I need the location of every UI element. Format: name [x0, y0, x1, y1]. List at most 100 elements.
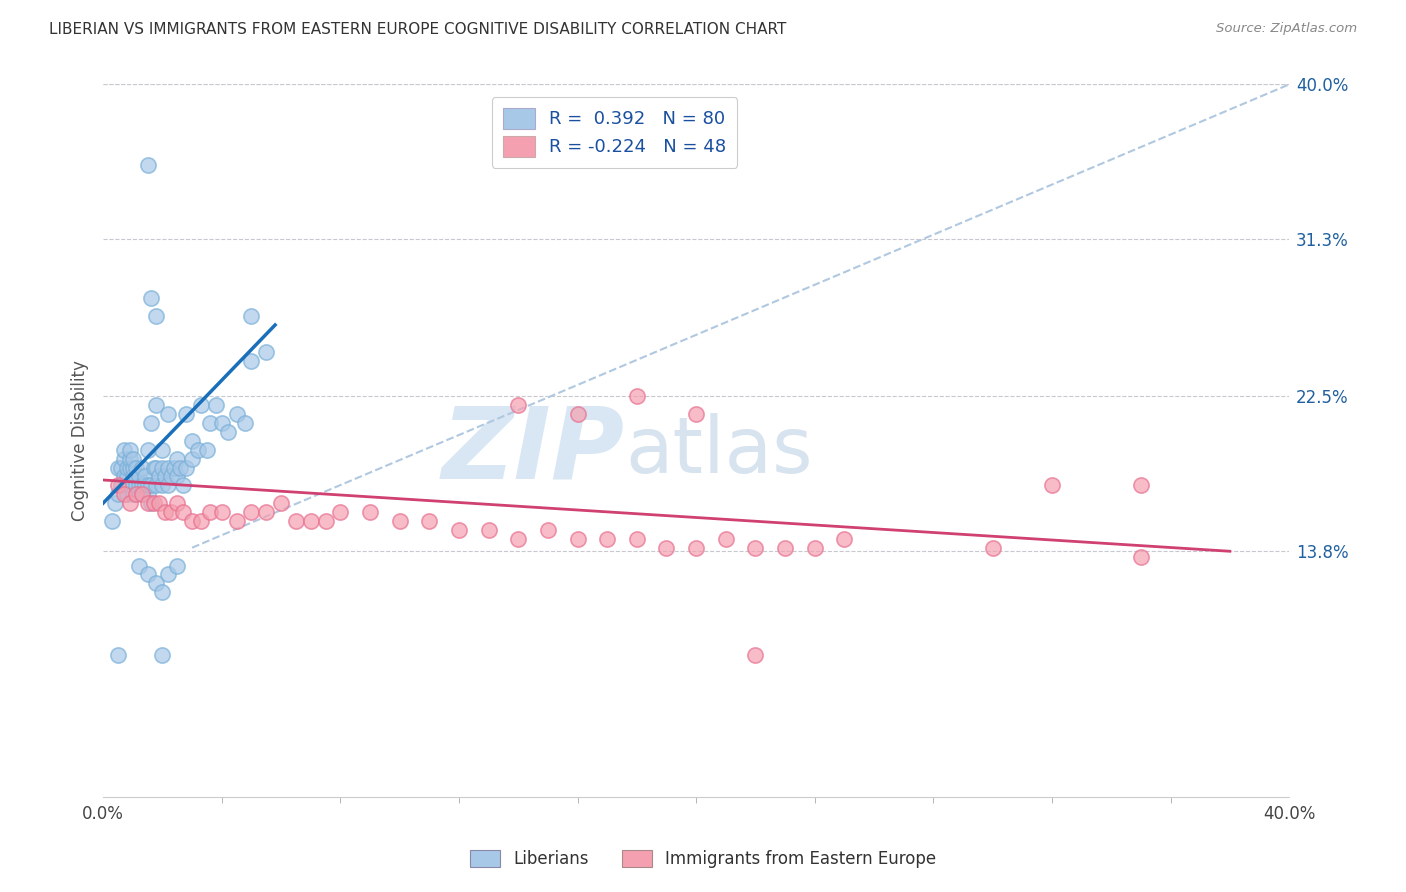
Point [190, 398, 212, 412]
Point [217, 425, 239, 439]
Legend: Liberians, Immigrants from Eastern Europe: Liberians, Immigrants from Eastern Europ… [463, 843, 943, 875]
Point [142, 460, 165, 475]
Point [240, 505, 263, 519]
Point [121, 460, 143, 475]
Point [1129, 478, 1152, 492]
Point [284, 514, 307, 528]
Point [240, 353, 263, 368]
Point [107, 487, 129, 501]
Point [152, 585, 174, 599]
Point [152, 648, 174, 662]
Point [1129, 549, 1152, 564]
Point [134, 469, 156, 483]
Point [112, 469, 135, 483]
Point [714, 532, 737, 546]
Point [125, 478, 148, 492]
Point [110, 478, 132, 492]
Point [181, 451, 204, 466]
Point [508, 398, 530, 412]
Point [315, 514, 337, 528]
Point [198, 416, 221, 430]
Point [254, 344, 277, 359]
Point [225, 407, 247, 421]
Point [118, 496, 141, 510]
Point [626, 389, 648, 403]
Point [773, 541, 796, 555]
Point [139, 291, 162, 305]
Point [107, 478, 129, 492]
Point [148, 496, 170, 510]
Point [166, 469, 188, 483]
Point [145, 576, 167, 591]
Point [685, 541, 707, 555]
Point [121, 469, 143, 483]
Point [270, 496, 292, 510]
Point [136, 487, 159, 501]
Point [152, 478, 174, 492]
Point [169, 460, 191, 475]
Point [112, 451, 135, 466]
Point [157, 407, 180, 421]
Point [744, 648, 766, 662]
Point [596, 532, 619, 546]
Point [118, 478, 141, 492]
Point [145, 398, 167, 412]
Point [981, 541, 1004, 555]
Point [155, 505, 177, 519]
Point [139, 496, 162, 510]
Point [225, 514, 247, 528]
Point [118, 451, 141, 466]
Point [136, 158, 159, 172]
Point [174, 407, 197, 421]
Point [567, 407, 589, 421]
Point [166, 496, 188, 510]
Point [125, 469, 148, 483]
Point [128, 558, 150, 573]
Point [139, 416, 162, 430]
Point [626, 532, 648, 546]
Text: LIBERIAN VS IMMIGRANTS FROM EASTERN EUROPE COGNITIVE DISABILITY CORRELATION CHAR: LIBERIAN VS IMMIGRANTS FROM EASTERN EURO… [49, 22, 786, 37]
Point [157, 478, 180, 492]
Point [118, 460, 141, 475]
Point [195, 442, 218, 457]
Point [181, 434, 204, 448]
Point [136, 442, 159, 457]
Point [115, 460, 138, 475]
Point [655, 541, 678, 555]
Point [477, 523, 499, 537]
Point [537, 523, 560, 537]
Point [166, 451, 188, 466]
Point [172, 478, 194, 492]
Text: ZIP: ZIP [441, 403, 626, 500]
Text: Source: ZipAtlas.com: Source: ZipAtlas.com [1216, 22, 1357, 36]
Point [145, 309, 167, 323]
Point [198, 505, 221, 519]
Point [204, 398, 226, 412]
Point [567, 532, 589, 546]
Point [128, 469, 150, 483]
Point [240, 309, 263, 323]
Point [508, 532, 530, 546]
Point [329, 505, 352, 519]
Point [136, 567, 159, 582]
Point [112, 442, 135, 457]
Point [101, 514, 124, 528]
Point [172, 505, 194, 519]
Point [115, 469, 138, 483]
Point [160, 469, 183, 483]
Point [174, 460, 197, 475]
Point [157, 460, 180, 475]
Point [112, 487, 135, 501]
Point [136, 496, 159, 510]
Point [190, 514, 212, 528]
Point [418, 514, 440, 528]
Point [211, 505, 233, 519]
Point [211, 416, 233, 430]
Text: atlas: atlas [626, 414, 813, 490]
Point [803, 541, 825, 555]
Y-axis label: Cognitive Disability: Cognitive Disability [72, 360, 89, 521]
Point [254, 505, 277, 519]
Point [118, 442, 141, 457]
Point [131, 478, 153, 492]
Point [107, 648, 129, 662]
